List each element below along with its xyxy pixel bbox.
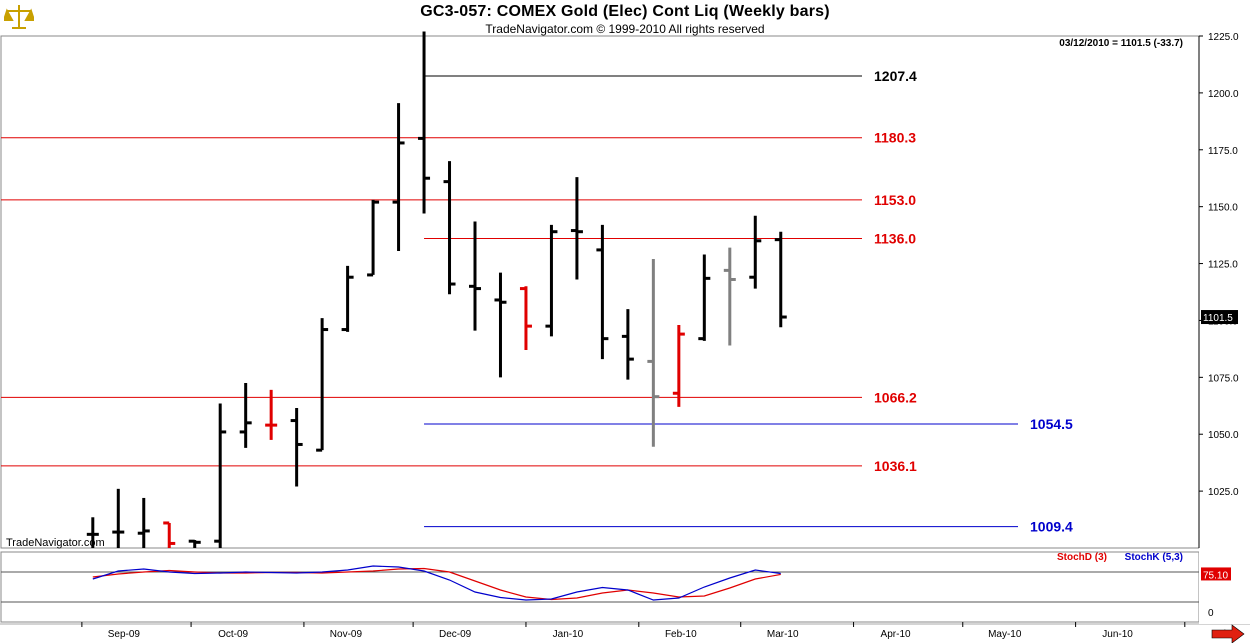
level-label: 1009.4 [1030, 519, 1073, 535]
x-tick-label: Jun-10 [1102, 629, 1133, 640]
ohlc-bar [545, 224, 558, 337]
price-tick-label: 1025.0 [1208, 487, 1239, 498]
ohlc-bar [418, 31, 431, 214]
ohlc-bar [494, 272, 507, 378]
stoch-value-label: 75.10 [1203, 570, 1228, 581]
level-label: 1036.1 [874, 458, 917, 474]
stoch-legend-label: StochK (5,3) [1125, 552, 1183, 563]
ohlc-bar [621, 309, 634, 380]
level-label: 1136.0 [874, 231, 916, 247]
ohlc-bar [163, 521, 176, 548]
ohlc-bar [672, 324, 685, 407]
stochastic-panel [0, 551, 1200, 623]
ohlc-bar [86, 517, 99, 548]
ohlc-bar [443, 161, 456, 295]
ohlc-bar [214, 403, 227, 548]
ohlc-bar [341, 265, 354, 332]
ohlc-bar [367, 199, 380, 277]
ohlc-bar [647, 259, 660, 447]
stoch-tick-label: 0 [1208, 608, 1214, 619]
level-label: 1207.4 [874, 68, 917, 84]
price-tick-label: 1125.0 [1208, 260, 1238, 271]
price-tick-label: 1075.0 [1208, 373, 1239, 384]
stoch-legend-label: StochD (3) [1057, 552, 1107, 563]
ohlc-bar [392, 103, 405, 252]
level-label: 1180.3 [874, 130, 916, 146]
ohlc-bar [265, 389, 278, 440]
x-tick-label: Oct-09 [218, 629, 248, 640]
ohlc-bar [239, 383, 252, 448]
chart-subtitle: TradeNavigator.com © 1999-2010 All right… [485, 22, 765, 36]
ohlc-bar [749, 215, 762, 289]
last-price-box [1201, 310, 1238, 325]
ohlc-bar [570, 177, 583, 280]
level-label: 1153.0 [874, 192, 916, 208]
ohlc-bar [519, 286, 532, 351]
price-tick-label: 1150.0 [1208, 203, 1238, 214]
x-tick-label: Jan-10 [553, 629, 584, 640]
price-tick-label: 1175.0 [1208, 146, 1238, 157]
ohlc-bar [112, 488, 125, 548]
ohlc-bar [698, 254, 711, 341]
stoch-series-line [92, 567, 781, 601]
ohlc-bar [596, 224, 609, 360]
ohlc-bar [137, 497, 150, 548]
x-tick-label: Mar-10 [767, 629, 799, 640]
ohlc-bar [316, 318, 329, 452]
ohlc-bar [188, 539, 201, 548]
ohlc-bar [290, 408, 303, 487]
price-axis-panel [1199, 36, 1250, 624]
ohlc-bar [774, 231, 787, 328]
last-price-label: 1101.5 [1203, 313, 1233, 324]
price-tick-label: 1050.0 [1208, 430, 1239, 441]
last-price-info: 03/12/2010 = 1101.5 (-33.7) [1059, 38, 1183, 49]
level-label: 1054.5 [1030, 416, 1073, 432]
x-tick-label: Feb-10 [665, 629, 697, 640]
price-tick-label: 1200.0 [1208, 89, 1239, 100]
chart-title: GC3-057: COMEX Gold (Elec) Cont Liq (Wee… [420, 3, 830, 20]
scales-icon [2, 2, 36, 37]
price-panel [0, 35, 1200, 549]
stoch-value-box [1201, 567, 1231, 581]
x-tick-label: Sep-09 [108, 629, 141, 640]
watermark: TradeNavigator.com [6, 537, 105, 549]
x-tick-label: Nov-09 [330, 629, 363, 640]
x-tick-label: Apr-10 [881, 629, 911, 640]
level-label: 1066.2 [874, 389, 917, 405]
right-arrow-icon[interactable] [1211, 624, 1245, 643]
x-tick-label: May-10 [988, 629, 1022, 640]
x-tick-label: Dec-09 [439, 629, 472, 640]
ohlc-bar [723, 247, 736, 346]
stoch-series-line [92, 565, 781, 601]
price-tick-label: 1225.0 [1208, 32, 1239, 43]
ohlc-bar [469, 221, 481, 331]
